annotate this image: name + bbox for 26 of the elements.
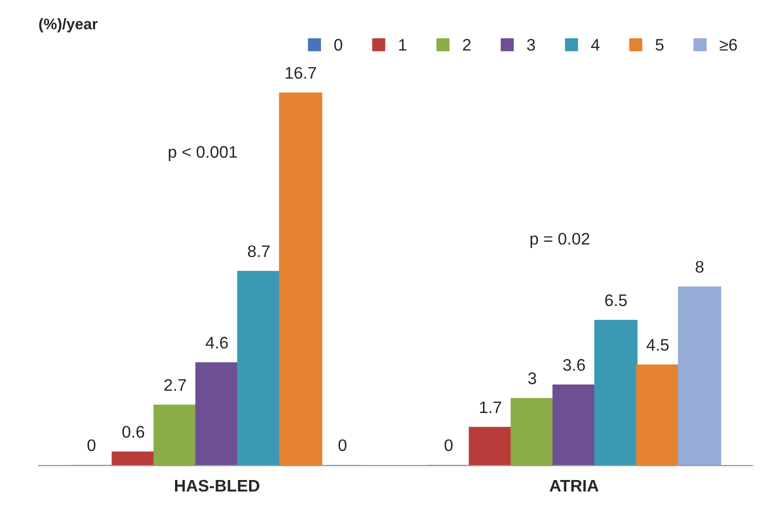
legend-label: 3 [527, 38, 535, 51]
data-label: 2.7 [164, 379, 186, 391]
y-axis-title: (%)/year [39, 18, 98, 32]
x-tick-label: ATRIA [550, 480, 598, 492]
legend-label: ≥6 [720, 38, 737, 51]
data-label: 6.5 [605, 294, 627, 306]
data-label: 0 [338, 439, 346, 452]
legend-label: 5 [656, 39, 664, 51]
data-label: 8 [696, 260, 704, 273]
legend-label: 4 [591, 39, 600, 51]
data-label: 3 [528, 372, 536, 384]
data-label: 0 [444, 439, 453, 452]
data-label: 0.6 [122, 426, 144, 438]
x-tick-label: HAS-BLED [175, 480, 260, 492]
legend-label: 1 [399, 39, 406, 51]
data-label: 16.7 [286, 66, 316, 79]
annotation: p = 0.02 [530, 232, 590, 248]
data-label: 0 [87, 439, 96, 452]
data-label: 3.6 [563, 359, 585, 371]
legend-label: 2 [462, 38, 471, 51]
data-label: 1.7 [480, 402, 502, 414]
data-label: 4.6 [206, 336, 228, 349]
legend-label: 0 [334, 38, 342, 51]
annotation: p < 0.001 [168, 146, 237, 162]
data-label: 8.7 [248, 245, 270, 258]
data-label: 4.5 [646, 339, 669, 351]
